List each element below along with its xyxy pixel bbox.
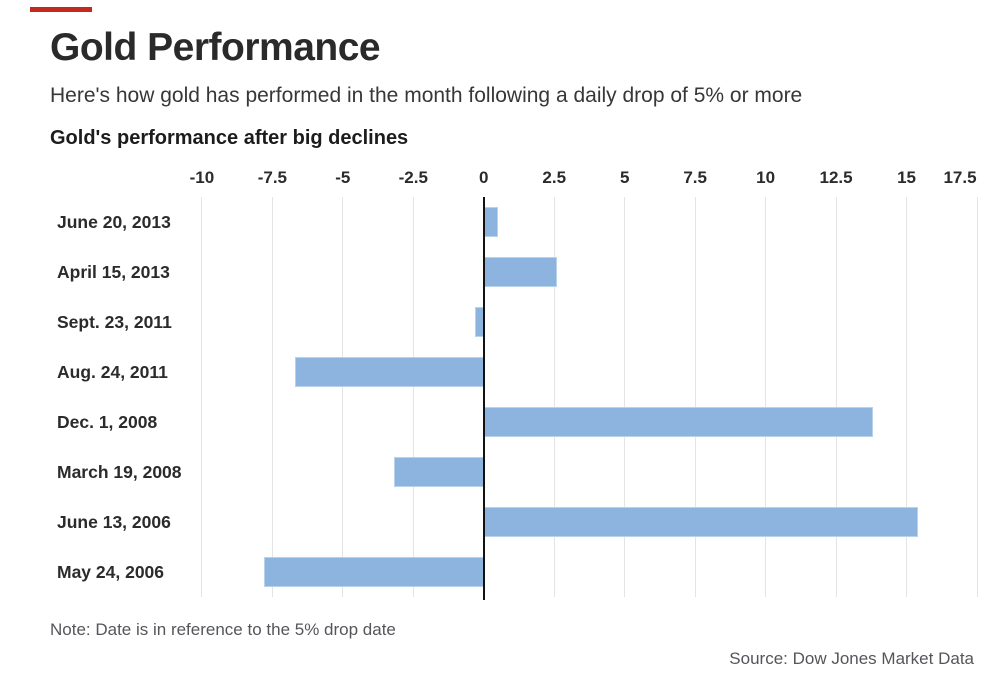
axis-tick-label: -7.5: [257, 168, 288, 187]
chart-row: May 24, 2006: [0, 547, 987, 597]
chart-row: April 15, 2013: [0, 247, 987, 297]
bar: [483, 507, 918, 537]
page-title: Gold Performance: [50, 26, 381, 69]
axis-tick-label: 17.5: [943, 168, 977, 187]
axis-tick-label: 5: [619, 168, 630, 187]
axis-tick-label: -2.5: [398, 168, 428, 187]
axis-tick-label: 0: [479, 168, 489, 187]
category-label: April 15, 2013: [57, 262, 170, 282]
category-label: Aug. 24, 2011: [57, 362, 168, 382]
axis-tick-label: -10: [189, 168, 215, 187]
gridline: [906, 197, 908, 597]
category-label: June 20, 2013: [57, 212, 171, 232]
plot-area: June 20, 2013 April 15, 2013 Sept. 23, 201…: [0, 197, 987, 600]
footnote: Note: Date is in reference to the 5% dro…: [50, 620, 396, 639]
bar: [294, 357, 484, 387]
bar: [393, 457, 484, 487]
bar: [263, 557, 484, 587]
axis-tick-label: 12.5: [819, 168, 853, 187]
category-label: June 13, 2006: [57, 512, 171, 532]
bar-rows: June 20, 2013 April 15, 2013 Sept. 23, 201…: [0, 197, 987, 597]
axis-tick-label: 15: [897, 168, 916, 187]
axis-tick-label: -5: [335, 168, 351, 187]
chart-row: Dec. 1, 2008: [0, 397, 987, 447]
axis-tick-label: 10: [756, 168, 776, 187]
gridline: [271, 197, 273, 597]
page-subtitle: Here's how gold has performed in the mon…: [50, 84, 803, 107]
gridline: [765, 197, 767, 597]
gridline: [624, 197, 626, 597]
category-label: March 19, 2008: [57, 462, 182, 482]
x-axis: -10 -7.5 -5 -2.5 0 2.5 5 7.5 10 12.5 15 17.5: [0, 164, 987, 191]
bar: [483, 407, 873, 437]
chart-row: June 13, 2006: [0, 497, 987, 547]
axis-tick-label: 2.5: [542, 168, 567, 187]
gridline: [412, 197, 414, 597]
gridline: [553, 197, 555, 597]
chart-row: March 19, 2008: [0, 447, 987, 497]
chart-row: Aug. 24, 2011: [0, 347, 987, 397]
chart-title: Gold's performance after big declines: [50, 127, 409, 149]
bar: [483, 257, 558, 287]
category-label: May 24, 2006: [57, 562, 165, 582]
gridline: [835, 197, 837, 597]
axis-tick-label: 7.5: [683, 168, 707, 187]
zero-axis-line: [482, 197, 485, 600]
source-credit: Source: Dow Jones Market Data: [729, 649, 974, 668]
category-label: Dec. 1, 2008: [57, 412, 158, 432]
category-label: Sept. 23, 2011: [57, 312, 172, 332]
accent-dash: [30, 7, 92, 12]
chart-row: Sept. 23, 2011: [0, 297, 987, 347]
gridline: [694, 197, 696, 597]
gridline: [342, 197, 344, 597]
gridline: [976, 197, 978, 597]
gridline: [201, 197, 203, 597]
bar: [483, 207, 498, 237]
chart-row: June 20, 2013: [0, 197, 987, 247]
